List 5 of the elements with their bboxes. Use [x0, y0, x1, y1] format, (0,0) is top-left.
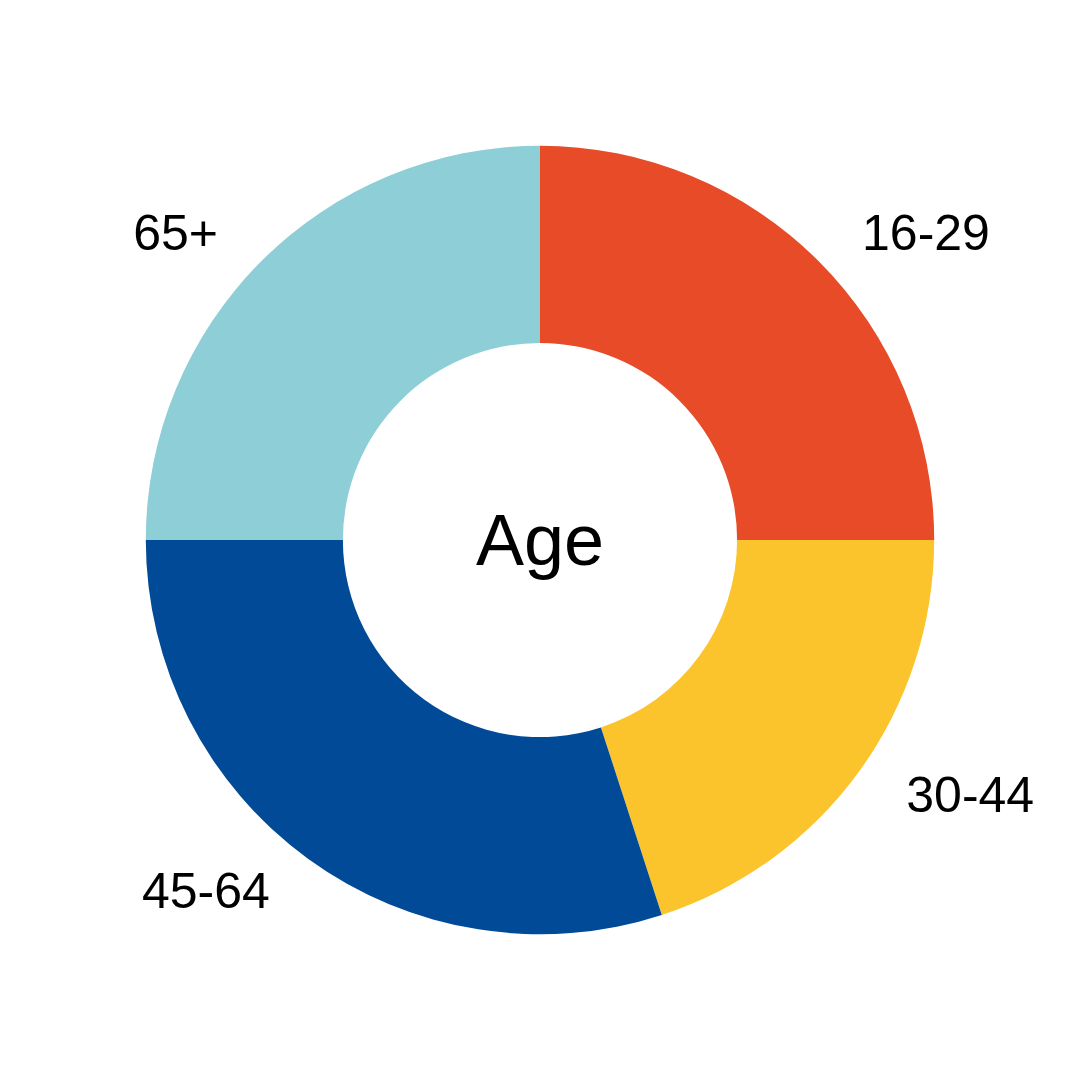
slice-label: 30-44: [906, 767, 1035, 824]
slice-label: 65+: [133, 204, 218, 261]
slice-label: 16-29: [862, 204, 990, 261]
text: Age: [475, 500, 605, 580]
slice-label: 45-64: [141, 863, 270, 920]
